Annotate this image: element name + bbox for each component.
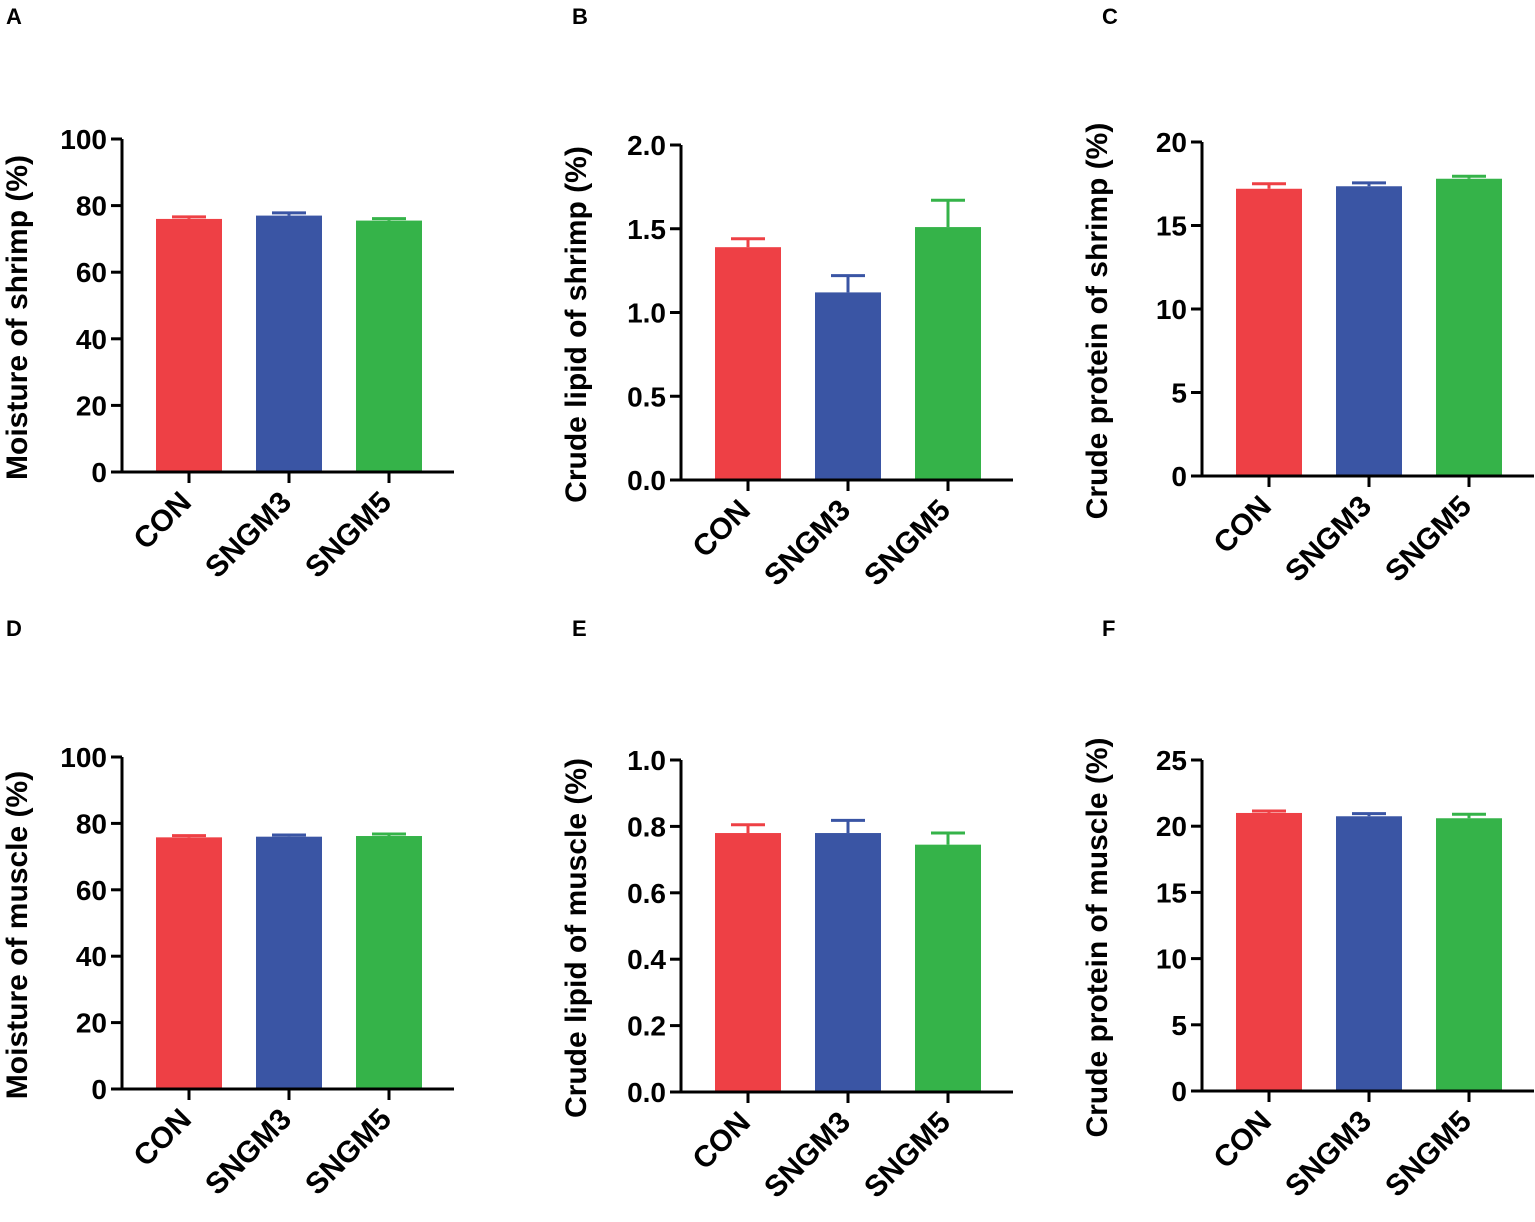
x-tick-label: SNGM5 xyxy=(1379,490,1478,589)
x-tick-label: SNGM3 xyxy=(199,486,298,585)
y-tick-label: 60 xyxy=(76,257,107,288)
bar-sngm5 xyxy=(356,220,422,472)
y-axis-title: Moisture of muscle (%) xyxy=(1,771,34,1099)
y-tick-label: 100 xyxy=(60,124,107,155)
bar-con xyxy=(715,833,781,1092)
y-tick-label: 0 xyxy=(1171,461,1187,492)
panel-letter: F xyxy=(1102,616,1115,641)
panel-a: A 0 20 40 60 80 100 CON SNGM3 SNGM5 Moisture of sh… xyxy=(1,4,454,584)
panel-d: D 0 20 40 60 80 100 CON SNGM3 SNGM5 Moisture of mu… xyxy=(1,616,454,1201)
bar-con xyxy=(1236,188,1302,476)
bar-sngm3 xyxy=(1336,816,1402,1091)
bar-con xyxy=(156,837,222,1089)
y-axis-title: Crude lipid of shrimp (%) xyxy=(560,146,593,503)
panel-letter: B xyxy=(572,4,588,29)
bar-con xyxy=(715,247,781,480)
bar-sngm5 xyxy=(1436,818,1502,1091)
y-tick-label: 0.2 xyxy=(627,1011,666,1042)
y-tick-label: 0 xyxy=(1171,1076,1187,1107)
y-tick-label: 20 xyxy=(1156,811,1187,842)
y-tick-label: 0.0 xyxy=(627,465,666,496)
bar-sngm3 xyxy=(1336,186,1402,476)
panel-letter: D xyxy=(6,616,22,641)
panel-letter: E xyxy=(572,616,587,641)
y-tick-label: 0.5 xyxy=(627,381,666,412)
y-axis-title: Crude lipid of muscle (%) xyxy=(560,758,593,1118)
y-tick-label: 10 xyxy=(1156,944,1187,975)
y-tick-label: 25 xyxy=(1156,745,1187,776)
y-tick-label: 1.0 xyxy=(627,745,666,776)
bar-sngm3 xyxy=(256,215,322,472)
panel-f: F 0 5 10 15 20 25 CON SNGM3 SNGM5 Crude protein of… xyxy=(1081,616,1534,1203)
y-tick-label: 80 xyxy=(76,808,107,839)
bar-sngm3 xyxy=(815,292,881,480)
x-tick-label: SNGM5 xyxy=(1379,1105,1478,1204)
panel-letter: A xyxy=(6,4,22,29)
bar-sngm5 xyxy=(915,844,981,1092)
y-tick-label: 40 xyxy=(76,941,107,972)
y-tick-label: 60 xyxy=(76,875,107,906)
y-tick-label: 1.5 xyxy=(627,214,666,245)
x-tick-label: CON xyxy=(127,1103,197,1173)
x-tick-label: SNGM3 xyxy=(1279,1105,1378,1204)
y-tick-label: 20 xyxy=(1156,127,1187,158)
bar-sngm5 xyxy=(1436,178,1502,477)
y-tick-label: 5 xyxy=(1171,1010,1187,1041)
y-axis-title: Crude protein of shrimp (%) xyxy=(1081,123,1114,520)
bar-sngm5 xyxy=(915,227,981,480)
y-tick-label: 15 xyxy=(1156,877,1187,908)
y-tick-label: 0.6 xyxy=(627,878,666,909)
bar-sngm3 xyxy=(815,833,881,1092)
y-tick-label: 2.0 xyxy=(627,130,666,161)
x-tick-label: CON xyxy=(686,494,756,564)
y-tick-label: 0.0 xyxy=(627,1077,666,1108)
bar-con xyxy=(156,218,222,472)
x-tick-label: CON xyxy=(127,486,197,556)
x-tick-label: SNGM3 xyxy=(758,494,857,593)
panel-e: E 0.0 0.2 0.4 0.6 0.8 1.0 CON SNGM3 SNGM5 Crude li… xyxy=(560,616,1013,1204)
bar-con xyxy=(1236,812,1302,1091)
x-tick-label: SNGM3 xyxy=(199,1103,298,1202)
y-tick-label: 80 xyxy=(76,191,107,222)
y-axis-title: Crude protein of muscle (%) xyxy=(1081,737,1114,1137)
x-tick-label: SNGM5 xyxy=(299,1103,398,1202)
y-tick-label: 0.8 xyxy=(627,811,666,842)
bar-sngm3 xyxy=(256,836,322,1089)
y-tick-label: 10 xyxy=(1156,294,1187,325)
panel-letter: C xyxy=(1102,4,1118,29)
y-tick-label: 20 xyxy=(76,390,107,421)
bar-sngm5 xyxy=(356,836,422,1089)
y-tick-label: 1.0 xyxy=(627,298,666,329)
y-tick-label: 100 xyxy=(60,742,107,773)
x-tick-label: CON xyxy=(686,1106,756,1176)
x-tick-label: SNGM5 xyxy=(858,1106,957,1205)
y-tick-label: 15 xyxy=(1156,211,1187,242)
y-axis-title: Moisture of shrimp (%) xyxy=(1,155,34,480)
panel-c: C 0 5 10 15 20 CON SNGM3 SNGM5 Crude protein of s… xyxy=(1081,4,1534,588)
y-tick-label: 0.4 xyxy=(627,944,666,975)
y-tick-label: 0 xyxy=(91,1074,107,1105)
x-tick-label: SNGM3 xyxy=(1279,490,1378,589)
x-tick-label: CON xyxy=(1207,1105,1277,1175)
x-tick-label: SNGM5 xyxy=(858,494,957,593)
y-tick-label: 0 xyxy=(91,457,107,488)
x-tick-label: SNGM3 xyxy=(758,1106,857,1205)
y-tick-label: 5 xyxy=(1171,378,1187,409)
x-tick-label: SNGM5 xyxy=(299,486,398,585)
y-tick-label: 20 xyxy=(76,1008,107,1039)
x-tick-label: CON xyxy=(1207,490,1277,560)
panel-b: B 0.0 0.5 1.0 1.5 2.0 CON SNGM3 SNGM5 Crude lipid… xyxy=(560,4,1013,592)
y-tick-label: 40 xyxy=(76,324,107,355)
